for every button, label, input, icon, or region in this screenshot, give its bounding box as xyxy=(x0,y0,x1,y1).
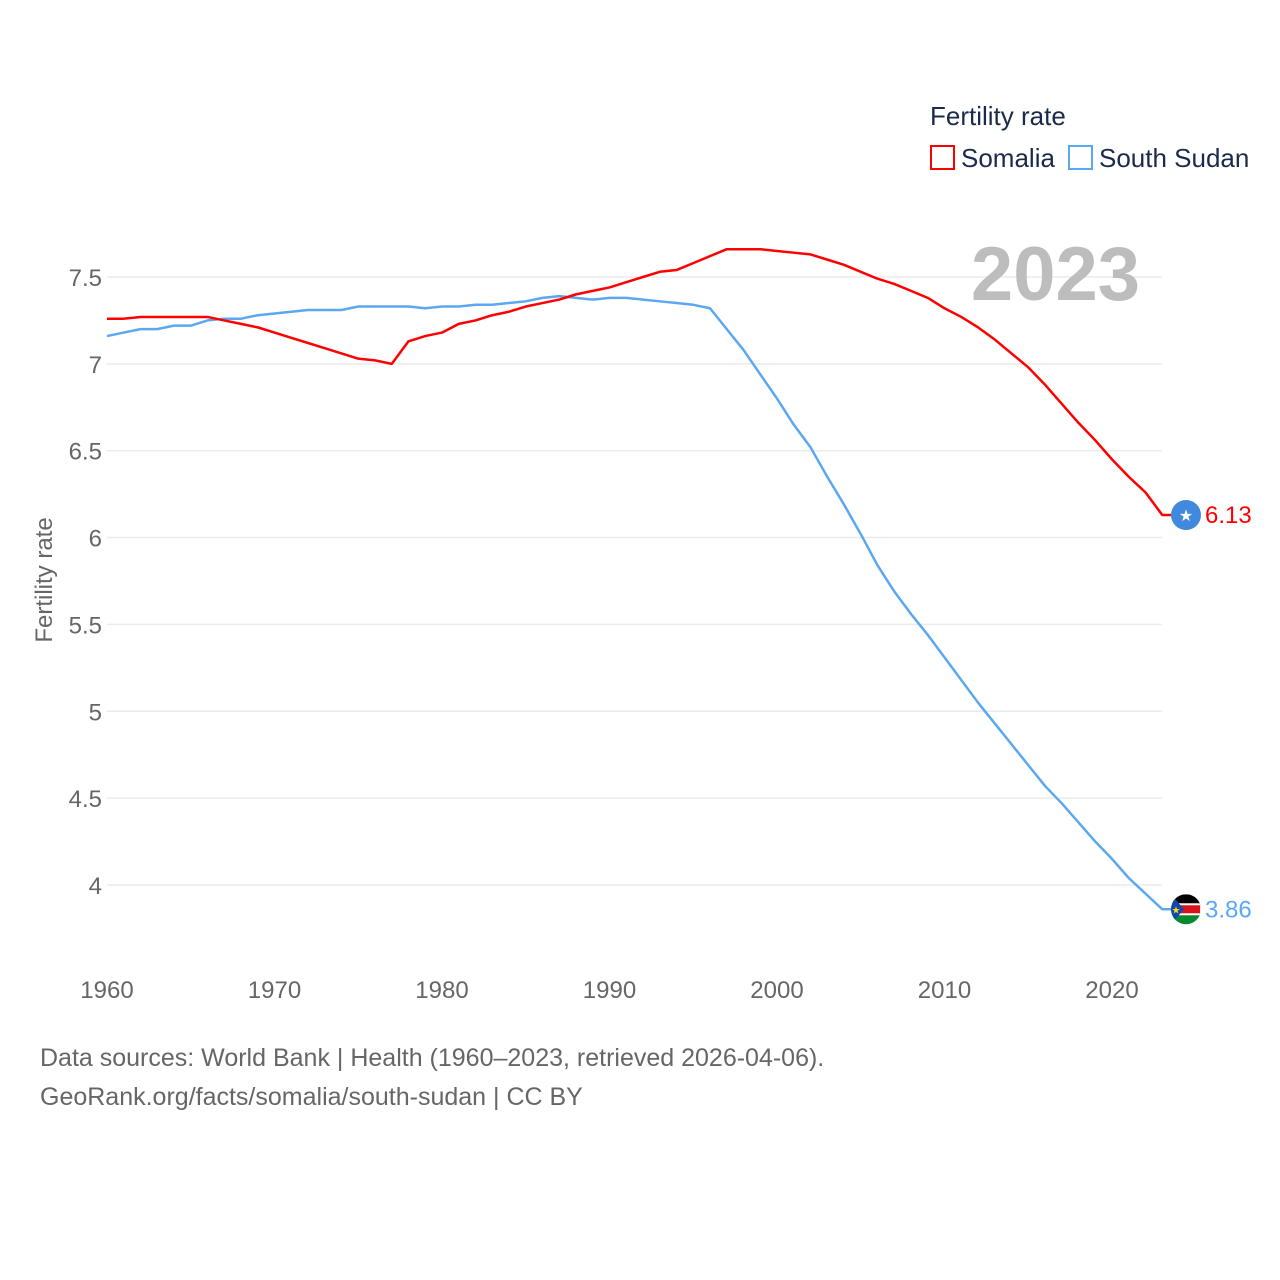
end-markers: ★ 6.13 ★ 3.86 xyxy=(1171,499,1252,925)
legend-title: Fertility rate xyxy=(930,101,1066,131)
flag-south-sudan-icon: ★ xyxy=(1171,894,1201,925)
x-tick-label: 1980 xyxy=(415,977,468,1004)
x-tick-label: 2000 xyxy=(750,977,803,1004)
x-tick-label: 1970 xyxy=(248,977,301,1004)
legend: Fertility rate Somalia South Sudan xyxy=(930,101,1249,173)
y-axis-ticks: 4 4.5 5 5.5 6 6.5 7 7.5 xyxy=(69,265,102,900)
legend-swatch-somalia[interactable] xyxy=(930,145,955,170)
footer-sources: Data sources: World Bank | Health (1960–… xyxy=(40,1044,825,1072)
x-axis-ticks: 1960 1970 1980 1990 2000 2010 2020 xyxy=(80,977,1138,1004)
svg-text:★: ★ xyxy=(1179,508,1193,525)
footer-credit[interactable]: GeoRank.org/facts/somalia/south-sudan | … xyxy=(40,1083,583,1111)
year-label: 2023 xyxy=(971,232,1140,317)
series-lines xyxy=(106,247,1175,911)
y-tick-label: 6.5 xyxy=(69,439,102,466)
x-tick-label: 1990 xyxy=(583,977,636,1004)
y-tick-label: 7.5 xyxy=(69,265,102,292)
end-value-label: 6.13 xyxy=(1205,502,1252,529)
svg-text:★: ★ xyxy=(1172,905,1181,916)
legend-label-south-sudan[interactable]: South Sudan xyxy=(1099,143,1249,173)
y-tick-label: 4 xyxy=(89,873,102,900)
y-tick-label: 5 xyxy=(89,699,102,726)
flag-somalia-icon: ★ xyxy=(1171,499,1201,530)
legend-swatch-south-sudan[interactable] xyxy=(1068,145,1093,170)
series-line-somalia[interactable] xyxy=(107,247,1175,517)
y-tick-label: 4.5 xyxy=(69,786,102,813)
series-line-south-sudan[interactable] xyxy=(106,294,1175,911)
y-tick-label: 7 xyxy=(89,352,102,379)
x-tick-label: 1960 xyxy=(80,977,133,1004)
end-value-label: 3.86 xyxy=(1205,896,1252,923)
legend-label-somalia[interactable]: Somalia xyxy=(961,143,1055,173)
gridlines xyxy=(107,276,1162,886)
x-tick-label: 2020 xyxy=(1085,977,1138,1004)
y-tick-label: 6 xyxy=(89,526,102,553)
y-axis-label: Fertility rate xyxy=(31,517,58,642)
y-tick-label: 5.5 xyxy=(69,612,102,639)
x-tick-label: 2010 xyxy=(918,977,971,1004)
